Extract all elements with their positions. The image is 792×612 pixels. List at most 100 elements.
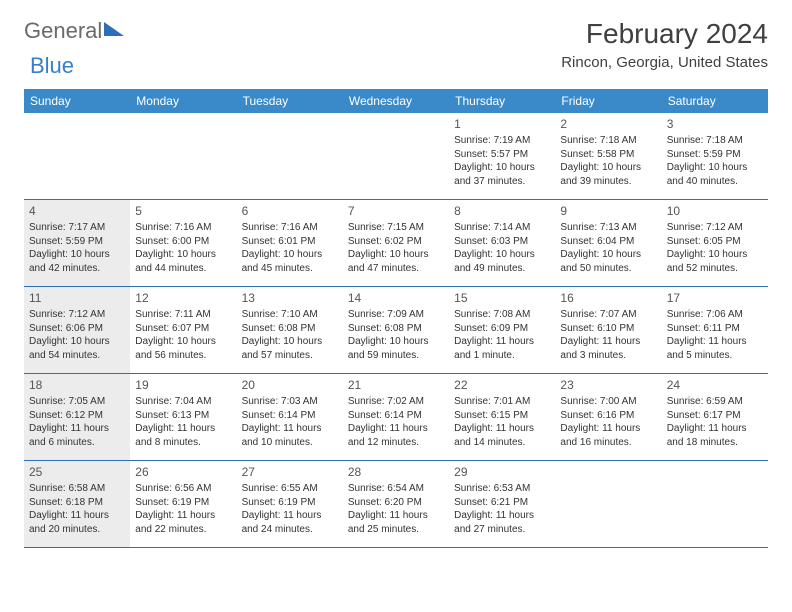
week-row: 18Sunrise: 7:05 AMSunset: 6:12 PMDayligh… bbox=[24, 374, 768, 461]
cell-detail: Sunset: 6:07 PM bbox=[135, 322, 231, 336]
day-number: 15 bbox=[454, 290, 550, 306]
month-title: February 2024 bbox=[561, 18, 768, 50]
cell-detail: Sunset: 6:09 PM bbox=[454, 322, 550, 336]
cell-detail: Sunset: 6:06 PM bbox=[29, 322, 125, 336]
cell-detail: Sunset: 6:20 PM bbox=[348, 496, 444, 510]
cell-detail: Daylight: 11 hours bbox=[667, 335, 763, 349]
day-number: 26 bbox=[135, 464, 231, 480]
cell-detail: Daylight: 10 hours bbox=[454, 248, 550, 262]
calendar-cell bbox=[237, 113, 343, 199]
cell-detail: Daylight: 11 hours bbox=[242, 509, 338, 523]
calendar-cell: 2Sunrise: 7:18 AMSunset: 5:58 PMDaylight… bbox=[555, 113, 661, 199]
day-number: 9 bbox=[560, 203, 656, 219]
calendar-cell: 18Sunrise: 7:05 AMSunset: 6:12 PMDayligh… bbox=[24, 374, 130, 460]
cell-detail: Daylight: 10 hours bbox=[135, 248, 231, 262]
cell-detail: Sunrise: 7:18 AM bbox=[667, 134, 763, 148]
cell-detail: Sunset: 6:19 PM bbox=[135, 496, 231, 510]
logo-word1: General bbox=[24, 18, 102, 44]
cell-detail: Daylight: 10 hours bbox=[560, 161, 656, 175]
cell-detail: Daylight: 10 hours bbox=[242, 248, 338, 262]
cell-detail: Daylight: 11 hours bbox=[667, 422, 763, 436]
cell-detail: Sunset: 6:14 PM bbox=[242, 409, 338, 423]
cell-detail: and 42 minutes. bbox=[29, 262, 125, 276]
calendar-cell: 15Sunrise: 7:08 AMSunset: 6:09 PMDayligh… bbox=[449, 287, 555, 373]
cell-detail: Sunset: 5:59 PM bbox=[667, 148, 763, 162]
cell-detail: Daylight: 10 hours bbox=[29, 248, 125, 262]
cell-detail: Daylight: 10 hours bbox=[454, 161, 550, 175]
cell-detail: and 5 minutes. bbox=[667, 349, 763, 363]
cell-detail: Sunset: 6:19 PM bbox=[242, 496, 338, 510]
day-number: 1 bbox=[454, 116, 550, 132]
cell-detail: and 56 minutes. bbox=[135, 349, 231, 363]
calendar-cell: 12Sunrise: 7:11 AMSunset: 6:07 PMDayligh… bbox=[130, 287, 236, 373]
cell-detail: Sunrise: 7:06 AM bbox=[667, 308, 763, 322]
cell-detail: and 39 minutes. bbox=[560, 175, 656, 189]
week-row: 4Sunrise: 7:17 AMSunset: 5:59 PMDaylight… bbox=[24, 200, 768, 287]
day-number: 12 bbox=[135, 290, 231, 306]
cell-detail: and 14 minutes. bbox=[454, 436, 550, 450]
cell-detail: and 25 minutes. bbox=[348, 523, 444, 537]
cell-detail: Sunset: 6:10 PM bbox=[560, 322, 656, 336]
week-row: 11Sunrise: 7:12 AMSunset: 6:06 PMDayligh… bbox=[24, 287, 768, 374]
cell-detail: Daylight: 10 hours bbox=[348, 335, 444, 349]
cell-detail: Sunrise: 6:56 AM bbox=[135, 482, 231, 496]
cell-detail: Sunset: 5:58 PM bbox=[560, 148, 656, 162]
day-header: Thursday bbox=[449, 89, 555, 113]
cell-detail: Daylight: 11 hours bbox=[454, 509, 550, 523]
cell-detail: Daylight: 11 hours bbox=[560, 335, 656, 349]
cell-detail: Daylight: 11 hours bbox=[454, 422, 550, 436]
day-number: 4 bbox=[29, 203, 125, 219]
day-number: 16 bbox=[560, 290, 656, 306]
day-number: 28 bbox=[348, 464, 444, 480]
calendar-cell: 4Sunrise: 7:17 AMSunset: 5:59 PMDaylight… bbox=[24, 200, 130, 286]
cell-detail: Sunrise: 7:08 AM bbox=[454, 308, 550, 322]
cell-detail: and 37 minutes. bbox=[454, 175, 550, 189]
calendar-cell: 19Sunrise: 7:04 AMSunset: 6:13 PMDayligh… bbox=[130, 374, 236, 460]
cell-detail: Sunrise: 7:16 AM bbox=[135, 221, 231, 235]
cell-detail: Sunset: 6:14 PM bbox=[348, 409, 444, 423]
cell-detail: Sunset: 6:03 PM bbox=[454, 235, 550, 249]
day-number: 8 bbox=[454, 203, 550, 219]
day-number: 21 bbox=[348, 377, 444, 393]
cell-detail: Sunset: 6:02 PM bbox=[348, 235, 444, 249]
calendar-cell: 10Sunrise: 7:12 AMSunset: 6:05 PMDayligh… bbox=[662, 200, 768, 286]
cell-detail: Daylight: 10 hours bbox=[242, 335, 338, 349]
calendar-cell: 6Sunrise: 7:16 AMSunset: 6:01 PMDaylight… bbox=[237, 200, 343, 286]
cell-detail: and 12 minutes. bbox=[348, 436, 444, 450]
cell-detail: and 47 minutes. bbox=[348, 262, 444, 276]
cell-detail: and 16 minutes. bbox=[560, 436, 656, 450]
cell-detail: and 44 minutes. bbox=[135, 262, 231, 276]
cell-detail: Sunset: 6:05 PM bbox=[667, 235, 763, 249]
cell-detail: Daylight: 11 hours bbox=[348, 509, 444, 523]
cell-detail: Sunset: 6:17 PM bbox=[667, 409, 763, 423]
logo-word2: Blue bbox=[30, 53, 74, 79]
logo: General bbox=[24, 18, 124, 44]
day-number: 17 bbox=[667, 290, 763, 306]
cell-detail: Sunrise: 6:53 AM bbox=[454, 482, 550, 496]
day-number: 5 bbox=[135, 203, 231, 219]
day-number: 11 bbox=[29, 290, 125, 306]
cell-detail: Sunrise: 7:05 AM bbox=[29, 395, 125, 409]
calendar-cell: 23Sunrise: 7:00 AMSunset: 6:16 PMDayligh… bbox=[555, 374, 661, 460]
cell-detail: Sunrise: 7:03 AM bbox=[242, 395, 338, 409]
cell-detail: Sunrise: 6:55 AM bbox=[242, 482, 338, 496]
calendar-cell bbox=[555, 461, 661, 547]
cell-detail: Sunset: 5:57 PM bbox=[454, 148, 550, 162]
calendar-cell: 11Sunrise: 7:12 AMSunset: 6:06 PMDayligh… bbox=[24, 287, 130, 373]
cell-detail: and 24 minutes. bbox=[242, 523, 338, 537]
cell-detail: and 45 minutes. bbox=[242, 262, 338, 276]
day-number: 24 bbox=[667, 377, 763, 393]
cell-detail: Sunset: 6:15 PM bbox=[454, 409, 550, 423]
cell-detail: and 6 minutes. bbox=[29, 436, 125, 450]
cell-detail: Sunrise: 6:58 AM bbox=[29, 482, 125, 496]
day-number: 27 bbox=[242, 464, 338, 480]
calendar-cell: 26Sunrise: 6:56 AMSunset: 6:19 PMDayligh… bbox=[130, 461, 236, 547]
day-header: Monday bbox=[130, 89, 236, 113]
calendar-cell: 28Sunrise: 6:54 AMSunset: 6:20 PMDayligh… bbox=[343, 461, 449, 547]
cell-detail: and 49 minutes. bbox=[454, 262, 550, 276]
cell-detail: Sunrise: 7:00 AM bbox=[560, 395, 656, 409]
cell-detail: and 3 minutes. bbox=[560, 349, 656, 363]
cell-detail: Daylight: 11 hours bbox=[560, 422, 656, 436]
calendar-cell: 1Sunrise: 7:19 AMSunset: 5:57 PMDaylight… bbox=[449, 113, 555, 199]
calendar-cell bbox=[24, 113, 130, 199]
